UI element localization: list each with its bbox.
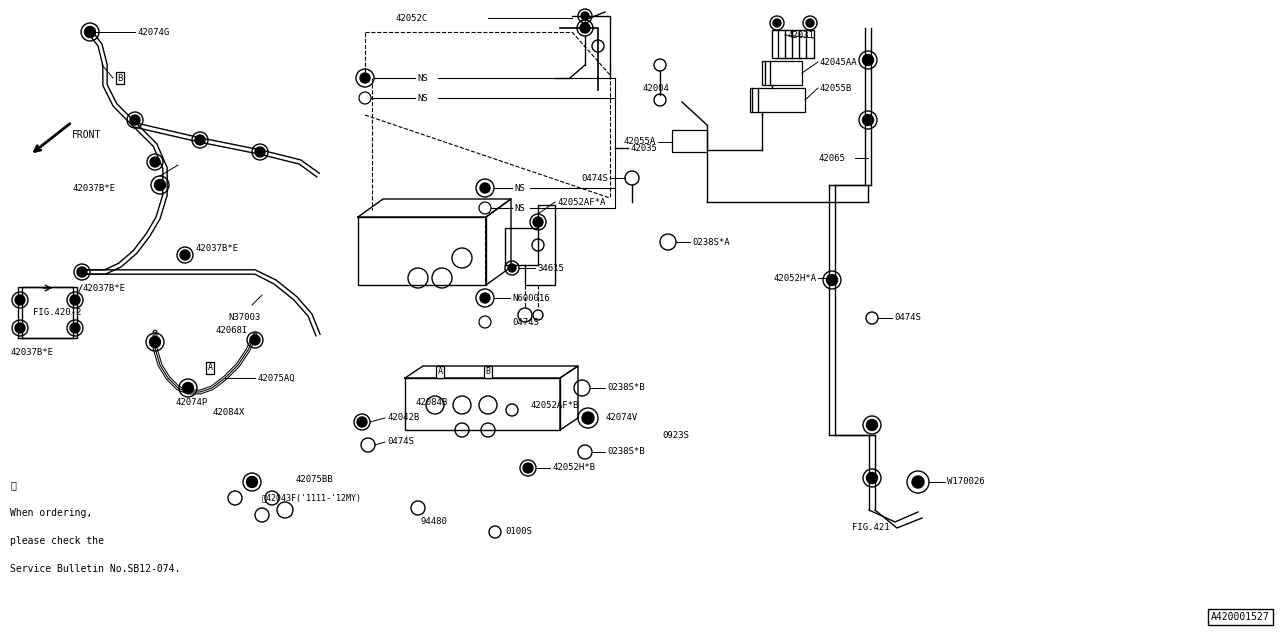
Circle shape: [582, 412, 594, 424]
Text: 42074V: 42074V: [605, 413, 637, 422]
Text: N37003: N37003: [228, 314, 260, 323]
Text: Service Bulletin No.SB12-074.: Service Bulletin No.SB12-074.: [10, 564, 180, 574]
Text: 42068I: 42068I: [215, 326, 247, 335]
Text: 0238S*B: 0238S*B: [607, 447, 645, 456]
Text: FIG.421: FIG.421: [852, 524, 890, 532]
Text: 94480: 94480: [420, 518, 447, 527]
Circle shape: [480, 293, 490, 303]
Circle shape: [15, 323, 26, 333]
Circle shape: [867, 472, 878, 483]
Circle shape: [15, 295, 26, 305]
Circle shape: [77, 267, 87, 277]
Text: 0474S: 0474S: [893, 314, 920, 323]
Text: ※: ※: [10, 480, 15, 490]
Circle shape: [70, 295, 81, 305]
Circle shape: [183, 383, 193, 394]
Text: 42055A: 42055A: [623, 138, 657, 147]
Circle shape: [155, 179, 165, 191]
Circle shape: [357, 417, 367, 427]
Circle shape: [806, 19, 814, 27]
Text: 42042B: 42042B: [387, 413, 420, 422]
Text: 42052AF*B: 42052AF*B: [530, 401, 579, 410]
Bar: [762, 61, 803, 85]
Circle shape: [250, 335, 260, 345]
Bar: [772, 30, 814, 58]
Bar: [750, 88, 805, 112]
Text: 42052C: 42052C: [396, 13, 428, 22]
Text: 42052AF*A: 42052AF*A: [557, 198, 605, 207]
Text: 0474S: 0474S: [581, 173, 608, 182]
Circle shape: [195, 135, 205, 145]
Text: NS: NS: [515, 204, 525, 212]
Text: 0923S: 0923S: [662, 431, 689, 440]
Text: 42074G: 42074G: [137, 28, 169, 36]
Text: 42035: 42035: [630, 143, 657, 152]
Circle shape: [150, 337, 160, 348]
Text: please check the: please check the: [10, 536, 104, 546]
Text: ※42043F('1111-'12MY): ※42043F('1111-'12MY): [262, 493, 362, 502]
Text: N600016: N600016: [512, 294, 549, 303]
Circle shape: [247, 477, 257, 488]
Text: 0238S*A: 0238S*A: [692, 237, 730, 246]
Text: When ordering,: When ordering,: [10, 508, 92, 518]
Bar: [358, 217, 486, 285]
Text: 42052H*A: 42052H*A: [773, 273, 817, 282]
Circle shape: [863, 54, 873, 65]
Circle shape: [84, 26, 96, 38]
Circle shape: [150, 157, 160, 167]
Circle shape: [508, 264, 516, 272]
Text: 42031: 42031: [787, 31, 814, 40]
Text: NS: NS: [417, 93, 428, 102]
Text: 42084X: 42084X: [212, 408, 244, 417]
Bar: [404, 378, 561, 430]
Text: 42037B*E: 42037B*E: [72, 184, 115, 193]
Text: 0100S: 0100S: [506, 527, 532, 536]
Circle shape: [913, 476, 924, 488]
Text: 42045AA: 42045AA: [820, 58, 858, 67]
Text: 42037B*E: 42037B*E: [10, 348, 52, 356]
Circle shape: [524, 463, 532, 473]
Circle shape: [360, 73, 370, 83]
Circle shape: [863, 115, 873, 125]
Text: A: A: [438, 367, 443, 376]
Text: B: B: [485, 367, 490, 376]
Circle shape: [532, 217, 543, 227]
Text: 42075BB: 42075BB: [294, 476, 333, 484]
Text: 42075AQ: 42075AQ: [257, 374, 294, 383]
Text: 0238S*B: 0238S*B: [607, 383, 645, 392]
Text: 0474S: 0474S: [512, 317, 539, 326]
Text: FRONT: FRONT: [72, 130, 101, 140]
Bar: [672, 130, 707, 152]
Circle shape: [70, 323, 81, 333]
Text: 42055B: 42055B: [820, 83, 852, 93]
Text: FIG.420-2: FIG.420-2: [33, 307, 82, 317]
Text: 42074P: 42074P: [175, 397, 207, 406]
Text: 42037B*E: 42037B*E: [82, 284, 125, 292]
Circle shape: [867, 419, 878, 431]
Circle shape: [580, 23, 590, 33]
Text: 42065: 42065: [818, 154, 845, 163]
Text: 42084B: 42084B: [415, 397, 447, 406]
Text: A: A: [207, 364, 212, 372]
Text: 42004: 42004: [643, 83, 669, 93]
Text: W170026: W170026: [947, 477, 984, 486]
Circle shape: [255, 147, 265, 157]
Text: NS: NS: [417, 74, 428, 83]
Circle shape: [773, 19, 781, 27]
Text: 0474S: 0474S: [387, 438, 413, 447]
Circle shape: [180, 250, 189, 260]
Text: 34615: 34615: [538, 264, 564, 273]
Circle shape: [581, 12, 589, 20]
Circle shape: [480, 183, 490, 193]
Circle shape: [131, 115, 140, 125]
Text: 42052H*B: 42052H*B: [552, 463, 595, 472]
Text: A420001527: A420001527: [1211, 612, 1270, 622]
Text: B: B: [118, 74, 123, 83]
Text: NS: NS: [515, 184, 525, 193]
Text: 42037B*E: 42037B*E: [195, 243, 238, 253]
Circle shape: [827, 275, 837, 285]
